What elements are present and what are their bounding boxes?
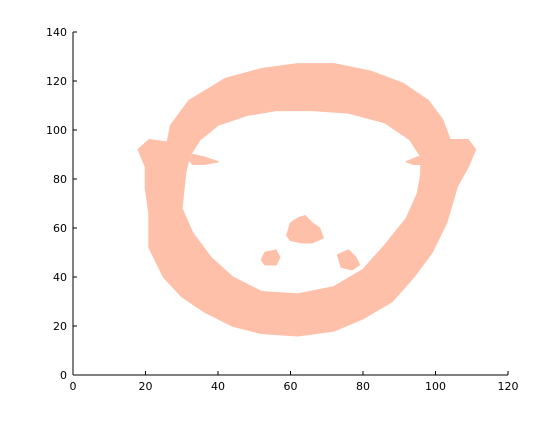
- y-ticks: 0 20 40 60 80 100 120 140: [46, 26, 77, 382]
- region-blob-upper-left: [188, 153, 219, 166]
- region-blob-upper-right: [405, 156, 426, 166]
- y-tick-label: 0: [60, 369, 67, 382]
- filled-regions: [137, 63, 477, 337]
- region-blob-center: [286, 215, 324, 244]
- x-tick-label: 0: [70, 380, 77, 393]
- x-tick-label: 120: [498, 380, 519, 393]
- region-blob-lower-right: [336, 249, 361, 271]
- y-tick-label: 60: [53, 222, 67, 235]
- x-tick-label: 20: [139, 380, 153, 393]
- y-tick-label: 120: [46, 75, 67, 88]
- y-tick-label: 80: [53, 173, 67, 186]
- y-tick-label: 100: [46, 124, 67, 137]
- region-outer-boundary: [137, 63, 477, 337]
- y-tick-label: 40: [53, 271, 67, 284]
- y-tick-label: 140: [46, 26, 67, 39]
- x-ticks: 0 20 40 60 80 100 120: [70, 371, 519, 393]
- x-tick-label: 60: [284, 380, 298, 393]
- x-tick-label: 100: [425, 380, 446, 393]
- y-tick-label: 20: [53, 320, 67, 333]
- region-blob-lower-left: [260, 249, 281, 266]
- x-tick-label: 80: [356, 380, 370, 393]
- x-tick-label: 40: [211, 380, 225, 393]
